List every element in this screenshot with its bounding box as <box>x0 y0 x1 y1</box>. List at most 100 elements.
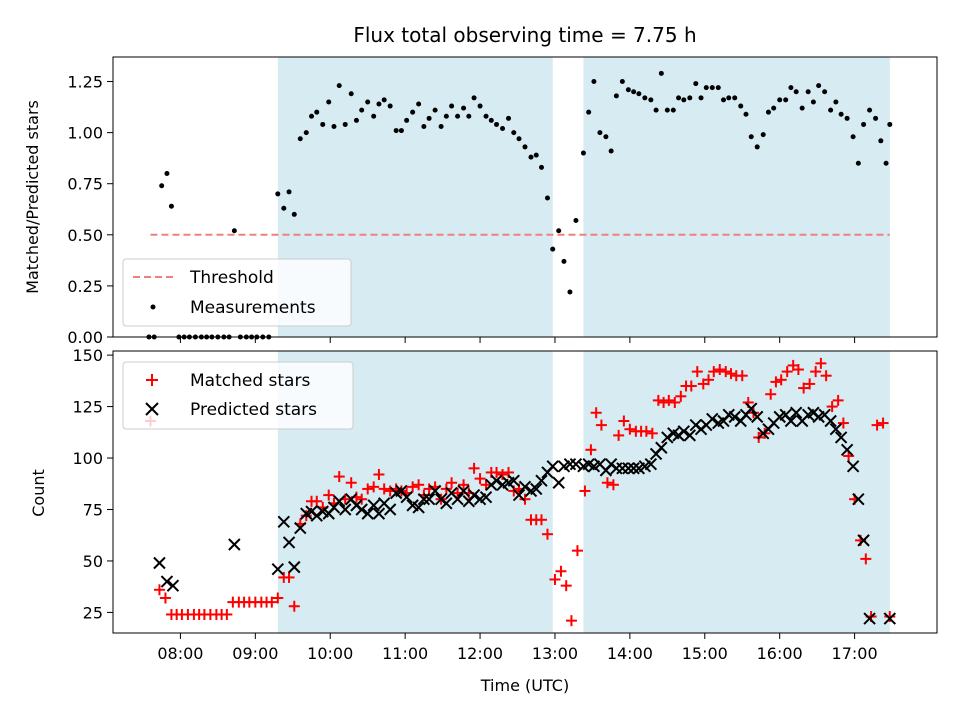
measurement-point <box>698 95 704 101</box>
predicted-star-point <box>644 458 658 471</box>
predicted-star-point <box>451 492 464 506</box>
matched-star-point <box>373 469 385 481</box>
matched-star-point <box>781 366 793 378</box>
measurement-point <box>799 105 805 111</box>
matched-star-point <box>368 481 380 493</box>
predicted-star-point <box>467 488 481 502</box>
measurement-point <box>314 109 320 115</box>
measurement-point <box>681 97 687 103</box>
x-tick-label: 12:00 <box>457 644 503 663</box>
legend-predicted-swatch <box>145 402 159 416</box>
measurement-point <box>810 99 816 105</box>
measurement-point <box>777 97 783 103</box>
matched-star-point <box>283 571 295 583</box>
matched-star-point <box>491 466 503 478</box>
matched-star-point <box>736 370 748 382</box>
predicted-star-point <box>706 412 719 426</box>
measurement-point <box>567 289 573 295</box>
measurement-point <box>432 107 438 113</box>
matched-star-point <box>535 514 547 526</box>
matched-star-point <box>378 483 390 495</box>
top-y-tick-label: 0.00 <box>67 328 103 347</box>
measurement-point <box>765 109 771 115</box>
measurement-point <box>353 117 359 123</box>
matched-star-point <box>480 479 492 491</box>
measurement-point <box>404 117 410 123</box>
matched-star-point <box>356 493 368 505</box>
predicted-star-point <box>422 492 436 506</box>
predicted-star-point <box>490 474 503 487</box>
top-axis-ticks: 0.00 0.25 0.50 0.75 1.00 1.25 <box>67 73 856 347</box>
measurement-point <box>726 95 732 101</box>
matched-star-point <box>669 396 681 408</box>
top-y-tick-label: 1.25 <box>67 73 103 92</box>
measurement-point <box>359 107 365 113</box>
measurement-point <box>550 246 556 252</box>
top-legend-box <box>122 258 352 327</box>
predicted-star-point <box>569 458 583 471</box>
measurement-point <box>371 113 377 119</box>
matched-star-point <box>497 469 509 481</box>
matched-star-point <box>458 479 470 491</box>
matched-star-point <box>832 394 844 406</box>
measurement-point <box>159 183 165 189</box>
matched-star-point <box>555 565 567 577</box>
matched-star-point <box>820 370 832 382</box>
measurement-point <box>887 121 893 127</box>
predicted-star-point <box>834 431 848 444</box>
measurement-point <box>398 128 404 134</box>
matched-star-point <box>798 382 810 394</box>
measurement-point <box>597 130 603 136</box>
matched-star-point <box>810 366 822 378</box>
predicted-star-point <box>228 538 241 551</box>
measurement-point <box>709 85 715 91</box>
legend-matched-label: Matched stars <box>190 371 310 391</box>
matched-star-point <box>884 611 896 623</box>
measurement-point <box>867 107 873 113</box>
bottom-axis-ticks: 25 50 75 100 125 150 08:00 09:00 10:00 11:00 12:00… <box>72 346 877 663</box>
measurement-point <box>291 211 297 217</box>
measurement-point <box>297 136 303 142</box>
measurement-point <box>783 97 789 103</box>
measurement-point <box>381 97 387 103</box>
matched-star-point <box>288 600 300 612</box>
predicted-star-point <box>153 556 166 570</box>
matched-star-point <box>804 378 816 390</box>
bottom-y-tick-label: 25 <box>83 603 103 622</box>
matched-star-point <box>323 489 335 501</box>
predicted-star-point <box>282 536 296 549</box>
predicted-star-point <box>512 488 526 502</box>
measurement-point <box>788 85 794 91</box>
measurement-point <box>658 70 664 76</box>
shaded-interval-1 <box>583 57 890 337</box>
predicted-star-point <box>361 507 374 520</box>
measurement-point <box>586 109 592 115</box>
measurement-point <box>275 191 281 197</box>
predicted-star-point <box>518 480 532 494</box>
matched-star-point <box>362 483 374 495</box>
predicted-star-point <box>745 402 758 415</box>
measurement-point <box>365 99 371 105</box>
predicted-star-point <box>751 410 764 424</box>
measurement-point <box>760 132 766 138</box>
matched-star-point <box>837 417 849 429</box>
measurement-point <box>822 89 828 95</box>
predicted-star-point <box>166 579 180 592</box>
measurement-point <box>653 107 659 113</box>
predicted-star-point <box>417 492 431 506</box>
measurement-point <box>631 89 637 95</box>
measurement-point <box>838 111 844 117</box>
x-tick-label: 13:00 <box>532 644 578 663</box>
matched-star-point <box>663 394 675 406</box>
measurement-point <box>748 134 754 140</box>
matched-star-point <box>618 415 630 427</box>
bottom-y-tick-label: 125 <box>72 398 103 417</box>
matched-star-point <box>658 396 670 408</box>
measurement-point <box>416 101 422 107</box>
predicted-star-point <box>372 507 386 520</box>
predicted-star-point <box>622 462 635 475</box>
x-tick-label: 15:00 <box>682 644 728 663</box>
predicted-star-point <box>288 560 301 574</box>
measurement-point <box>754 144 760 150</box>
top-shaded-intervals <box>277 57 890 337</box>
